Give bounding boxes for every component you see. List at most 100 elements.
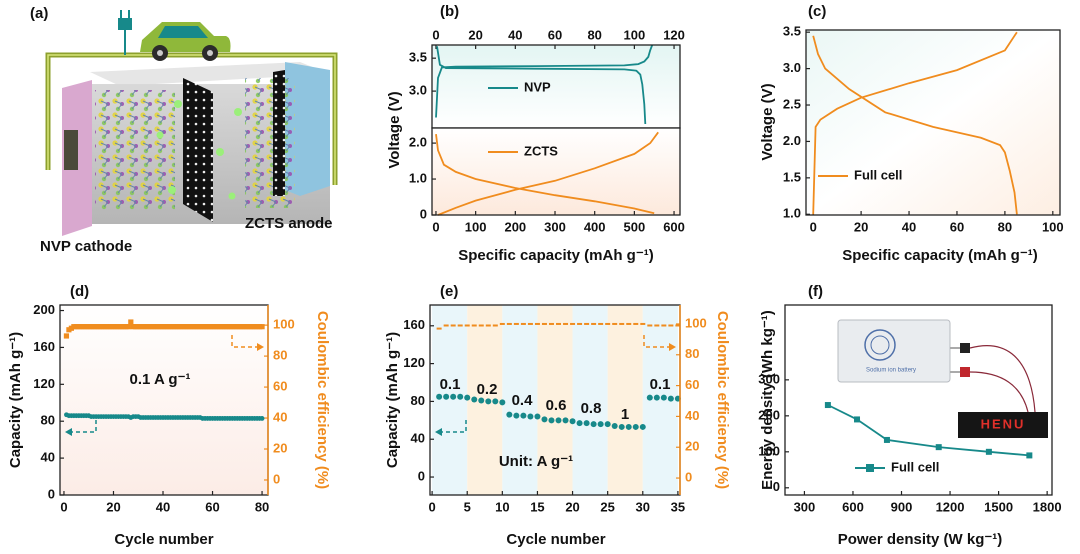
x-tick-label: 40 [508, 27, 522, 42]
marker [128, 319, 134, 325]
marker [569, 418, 576, 425]
marker [935, 444, 942, 451]
marker [577, 322, 583, 325]
plot-frame [431, 127, 681, 216]
terminal [64, 130, 78, 170]
anode-plate [285, 62, 330, 196]
arrow-head [435, 428, 442, 436]
legend-label: Full cell [891, 459, 939, 474]
x-tick-label: 1800 [1033, 499, 1062, 514]
y-tick-label: 1.0 [783, 206, 801, 221]
x-tick-label: 80 [998, 219, 1012, 234]
marker [605, 322, 611, 325]
y-tick-label: 3.5 [783, 24, 801, 39]
y2-axis-title: Coulombic efficiency (%) [314, 311, 331, 489]
x-axis-title: Power density (W kg⁻¹) [838, 531, 1003, 548]
arrow-head [257, 343, 264, 351]
x-tick-label: 0 [432, 27, 439, 42]
panel-label: (f) [808, 283, 823, 300]
y2-tick-label: 80 [685, 346, 699, 361]
band [537, 305, 573, 495]
marker [506, 411, 513, 418]
schematic: (a) NVP cathode ZCTS anode [30, 5, 338, 255]
x-tick-label: 600 [842, 499, 864, 514]
marker [661, 324, 667, 327]
y2-tick-label: 100 [685, 315, 707, 330]
marker [534, 322, 540, 325]
marker [563, 322, 569, 325]
y-tick-label: 0 [773, 479, 780, 494]
y-tick-label: 80 [411, 393, 425, 408]
y-tick-label: 1.5 [783, 169, 801, 184]
y-axis-title: Capacity (mAh g⁻¹) [384, 332, 401, 468]
box-top [90, 62, 330, 86]
inset: Sodium ion battery HENU [837, 319, 1048, 438]
x-tick-label: 15 [530, 499, 544, 514]
x-tick-label: 20 [565, 499, 579, 514]
band [502, 305, 538, 495]
y-tick-label: 2.5 [783, 96, 801, 111]
series-line [812, 31, 1018, 215]
marker [639, 423, 646, 430]
marker [611, 422, 618, 429]
marker [653, 394, 660, 401]
marker [618, 423, 625, 430]
marker [527, 413, 534, 420]
legend-label: ZCTS [524, 143, 558, 158]
plot-area [432, 128, 680, 215]
plug [118, 10, 132, 55]
marker [570, 322, 576, 325]
cell-caption: Sodium ion battery [866, 368, 916, 374]
x-tick-label: 10 [495, 499, 509, 514]
logo [864, 329, 896, 361]
marker [443, 324, 449, 327]
anode-label: ZCTS anode [245, 215, 333, 232]
marker [598, 322, 604, 325]
series-line [827, 404, 1030, 457]
marker [632, 423, 639, 430]
marker [513, 412, 520, 419]
marker [492, 398, 499, 405]
led-board [958, 412, 1048, 438]
axis-arrow [438, 420, 467, 433]
x-tick-label: 0 [810, 219, 817, 234]
y-tick-label: 0 [418, 468, 425, 483]
marker [619, 322, 625, 325]
marker [478, 397, 485, 404]
panel-label: (b) [440, 3, 459, 20]
x-tick-label: 80 [255, 499, 269, 514]
y2-axis-title: Coulombic efficiency (%) [714, 311, 731, 489]
logo [870, 335, 890, 355]
panel-label: (c) [808, 3, 826, 20]
wire-highlight [47, 54, 336, 185]
x-tick-label: 0 [428, 499, 435, 514]
marker [506, 322, 512, 325]
y2-tick-label: 20 [273, 440, 287, 455]
annotation: 0.1 [440, 376, 461, 393]
annotation: 0.1 [650, 376, 671, 393]
y-tick-label: 0 [420, 206, 427, 221]
y-tick-label: 3.0 [409, 83, 427, 98]
y-tick-label: 120 [33, 376, 55, 391]
marker [464, 394, 471, 401]
plot-area [60, 305, 268, 495]
marker [457, 393, 464, 400]
y-axis-title: Capacity (mAh g⁻¹) [7, 332, 24, 468]
x-tick-label: 200 [504, 219, 526, 234]
marker [499, 322, 505, 325]
y-tick-label: 160 [403, 317, 425, 332]
marker [591, 322, 597, 325]
y-tick-label: 0 [48, 486, 55, 501]
leads [969, 345, 1036, 413]
marker [485, 398, 492, 405]
marker [640, 322, 646, 325]
y2-tick-label: 0 [685, 469, 692, 484]
x-tick-label: 30 [636, 499, 650, 514]
marker [436, 327, 442, 330]
separator [183, 78, 213, 222]
marker [555, 417, 562, 424]
marker [583, 420, 590, 427]
marker [548, 322, 554, 325]
marker [541, 416, 548, 423]
x-tick-label: 100 [624, 27, 646, 42]
